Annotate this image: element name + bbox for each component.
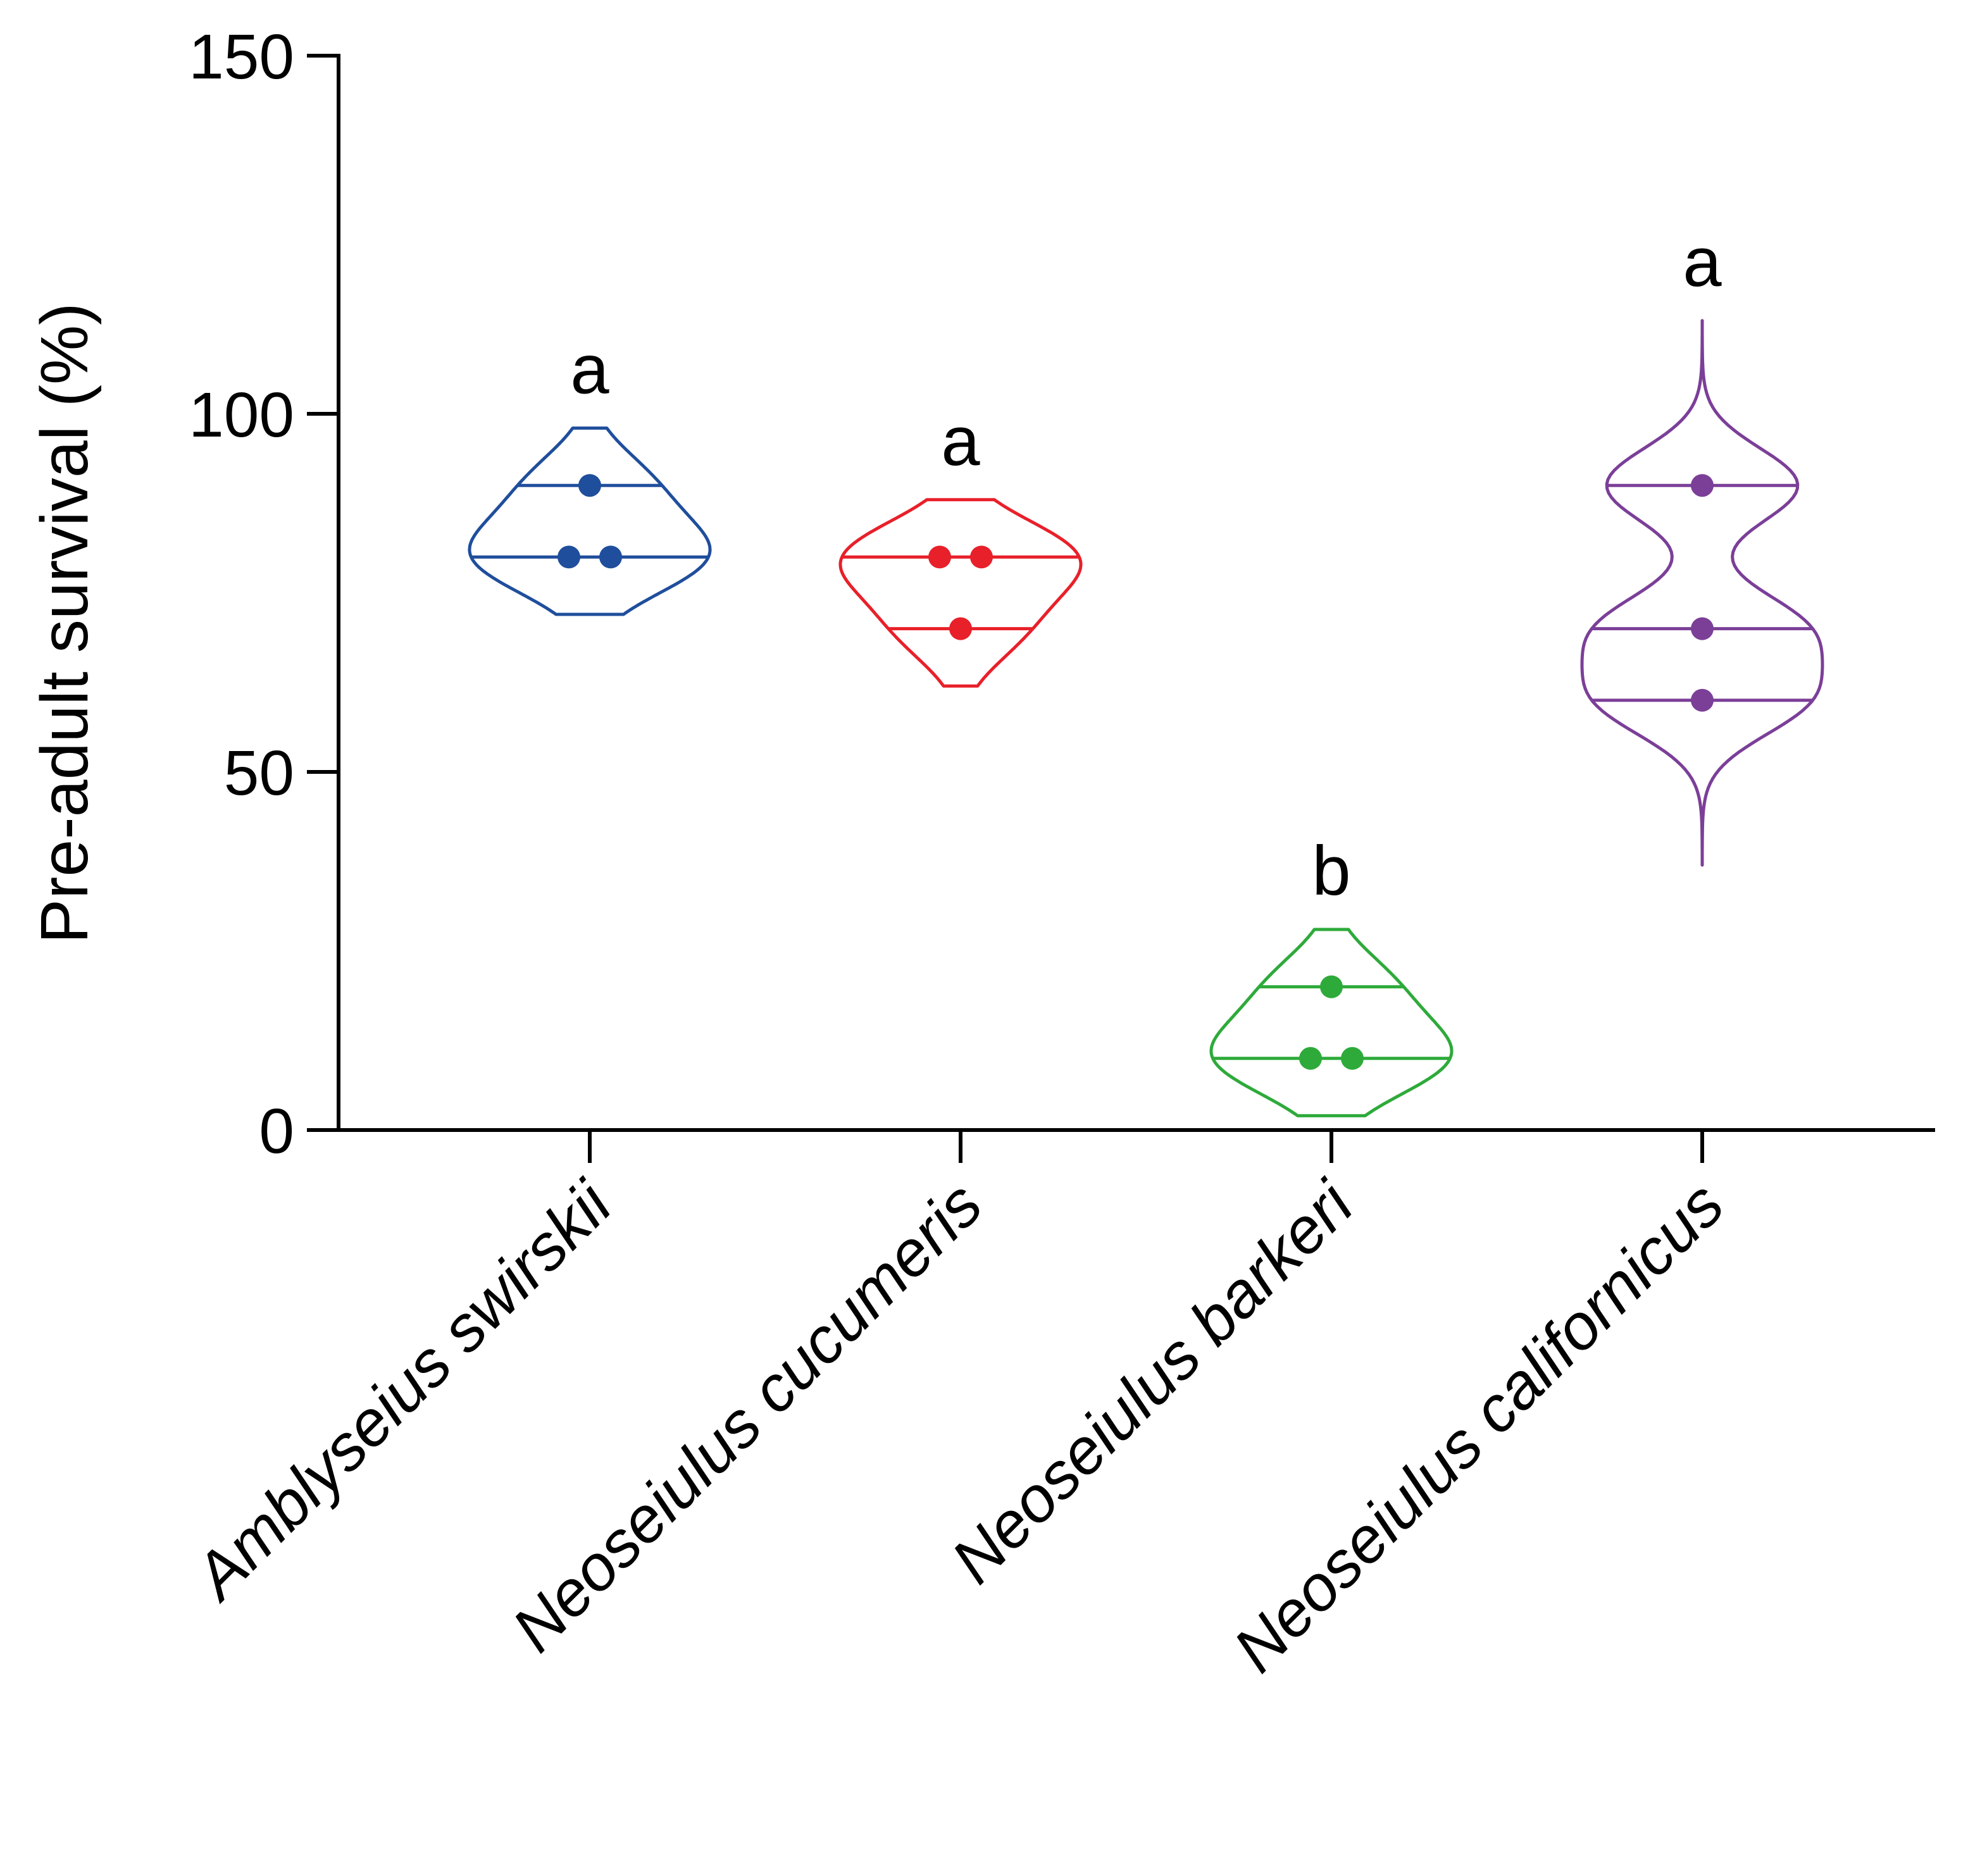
data-point xyxy=(970,545,993,569)
data-point xyxy=(1320,975,1343,998)
y-axis-label: Pre-adult survival (%) xyxy=(27,302,102,943)
significance-letter: b xyxy=(1312,832,1350,910)
x-tick-label: Neoseiulus barkeri xyxy=(938,1167,1368,1597)
violins: a a b a xyxy=(468,223,1824,1117)
y-tick-label: 0 xyxy=(259,1096,294,1167)
violin-group: a xyxy=(1580,223,1824,867)
y-tick-label: 50 xyxy=(224,738,294,809)
y-tick-label: 100 xyxy=(189,380,294,450)
data-point xyxy=(949,617,972,640)
data-point xyxy=(1691,617,1714,640)
violin-outline xyxy=(838,498,1083,688)
data-point xyxy=(1691,688,1714,712)
data-point xyxy=(578,474,601,497)
violin-group: a xyxy=(838,402,1083,688)
data-point xyxy=(1691,474,1714,497)
data-point xyxy=(1299,1047,1322,1070)
data-point xyxy=(928,545,951,569)
y-tick-label: 150 xyxy=(189,22,294,92)
significance-letter: a xyxy=(1683,223,1722,301)
violin-outline xyxy=(468,426,712,616)
y-axis: 0 50 100 150 xyxy=(189,22,340,1167)
significance-letter: a xyxy=(570,331,609,409)
data-point xyxy=(1341,1047,1364,1070)
violin-group: b xyxy=(1209,832,1454,1117)
violin-outline xyxy=(1580,319,1824,867)
violin-group: a xyxy=(468,331,712,616)
data-point xyxy=(557,545,580,569)
violin-outline xyxy=(1209,928,1454,1117)
x-tick-label: Amblyseius swirskii xyxy=(178,1167,626,1615)
significance-letter: a xyxy=(941,402,980,480)
data-point xyxy=(599,545,622,569)
